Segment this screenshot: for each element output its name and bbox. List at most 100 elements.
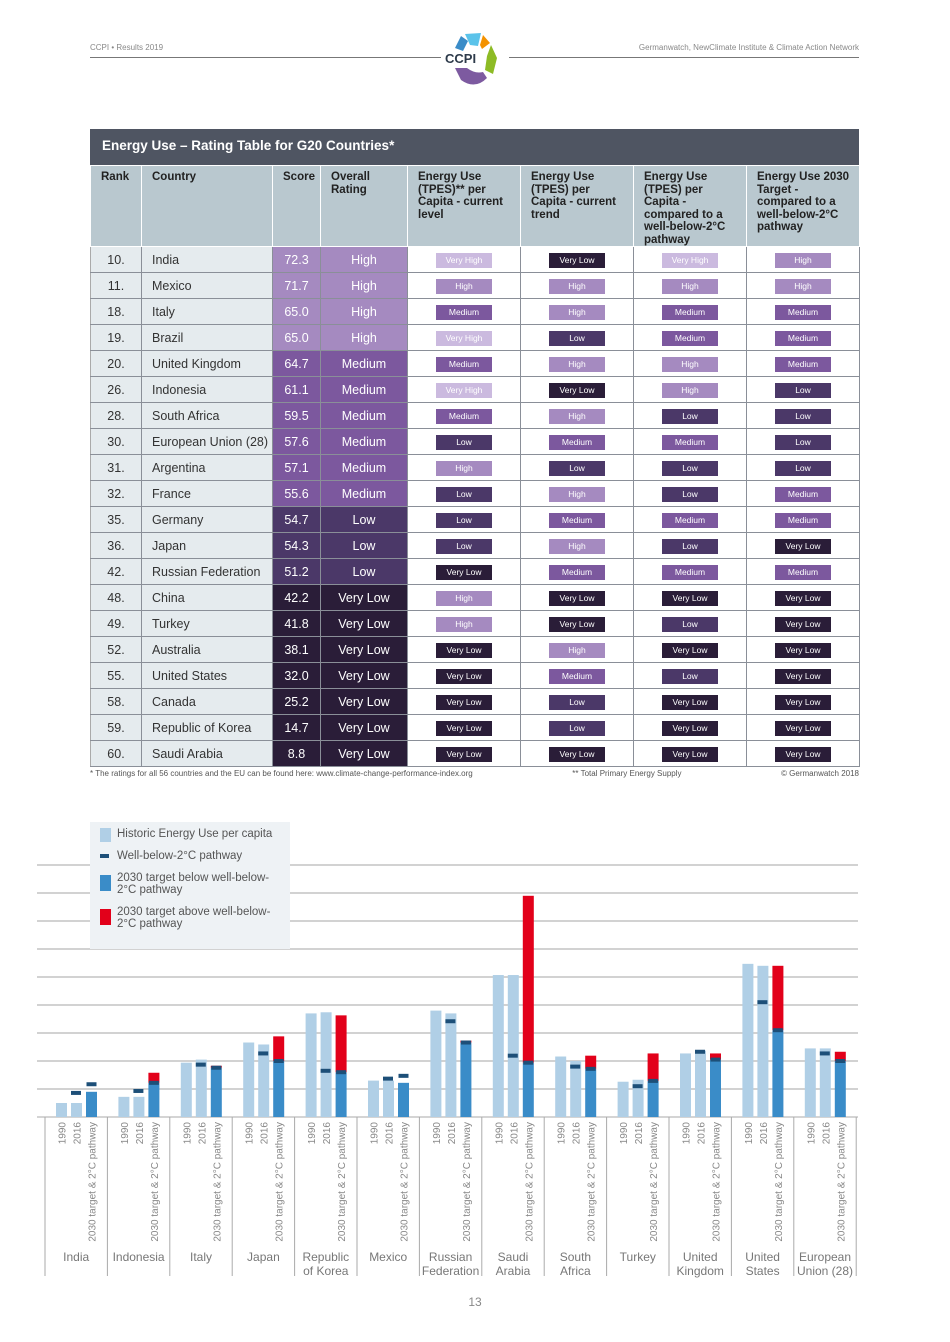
bar-1990	[492, 975, 504, 1117]
table-row: 49. Turkey 41.8 Very Low High Very Low Low Very…	[90, 610, 860, 637]
bar-2030-target-excess	[647, 1053, 659, 1081]
table-row: 59. Republic of Korea 14.7 Very Low Very Low…	[90, 714, 860, 741]
bar-1990	[555, 1056, 567, 1117]
indicator-cell: Medium	[746, 298, 860, 325]
rating-chip: Very Low	[549, 382, 605, 398]
score-cell: 65.0	[272, 298, 321, 325]
bar-label: 2016	[135, 1122, 146, 1145]
pathway-marker-2030	[211, 1065, 222, 1070]
rating-chip: High	[436, 278, 492, 294]
indicator-cell: Low	[520, 714, 634, 741]
rating-chip: Very Low	[436, 642, 492, 658]
rank-cell: 58.	[90, 688, 142, 715]
bar-2030-target-excess	[273, 1036, 285, 1061]
bar-2016	[819, 1048, 831, 1117]
footnote: * The ratings for all 56 countries and t…	[90, 769, 473, 778]
indicator-cell: Low	[407, 428, 521, 455]
rank-cell: 42.	[90, 558, 142, 585]
score-cell: 71.7	[272, 272, 321, 299]
rating-chip: Very Low	[775, 694, 831, 710]
table-row: 18. Italy 65.0 High Medium High Medium Medium	[90, 298, 860, 325]
score-cell: 54.7	[272, 506, 321, 533]
country-cell: China	[141, 584, 273, 611]
chart-legend: Historic Energy Use per capita Well-belo…	[90, 822, 290, 949]
rating-chip: High	[662, 278, 718, 294]
overall-rating-cell: High	[320, 246, 408, 273]
pathway-marker-2030	[148, 1080, 159, 1085]
bar-2030-target-excess	[335, 1015, 347, 1073]
category-label: Italy	[190, 1250, 212, 1264]
indicator-cell: Very Low	[746, 688, 860, 715]
pathway-marker-2016	[195, 1062, 206, 1067]
indicator-cell: Very Low	[746, 584, 860, 611]
rating-chip: Very Low	[662, 642, 718, 658]
column-header: Energy Use 2030 Target - compared to a w…	[746, 165, 860, 247]
bar-label: 1990	[182, 1122, 193, 1145]
column-header: Energy Use (TPES)** per Capita - current…	[407, 165, 521, 247]
rating-chip: Medium	[662, 304, 718, 320]
rating-chip: Medium	[662, 512, 718, 528]
rank-cell: 30.	[90, 428, 142, 455]
rank-cell: 48.	[90, 584, 142, 611]
score-cell: 57.6	[272, 428, 321, 455]
rank-cell: 52.	[90, 636, 142, 663]
bar-label: 1990	[557, 1122, 568, 1145]
category-label: United	[683, 1250, 718, 1264]
bar-2030-target-excess	[710, 1053, 721, 1060]
bar-2016	[383, 1080, 394, 1117]
rating-chip: Low	[436, 538, 492, 554]
table-row: 42. Russian Federation 51.2 Low Very Low Medi…	[90, 558, 860, 585]
bar-label: 2030 target & 2°C pathway	[649, 1122, 660, 1242]
indicator-cell: High	[520, 350, 634, 377]
column-header: Rank	[90, 165, 142, 247]
bar-label: 2030 target & 2°C pathway	[88, 1122, 99, 1242]
overall-rating-cell: Very Low	[320, 636, 408, 663]
score-cell: 59.5	[272, 402, 321, 429]
indicator-cell: Low	[633, 610, 747, 637]
pathway-marker-2016	[133, 1088, 144, 1093]
rank-cell: 60.	[90, 740, 142, 767]
rating-chip: Medium	[436, 356, 492, 372]
rating-chip: High	[549, 486, 605, 502]
pathway-marker-2016	[445, 1019, 456, 1024]
indicator-cell: Medium	[407, 298, 521, 325]
indicator-cell: High	[407, 272, 521, 299]
overall-rating-cell: Medium	[320, 376, 408, 403]
rank-cell: 49.	[90, 610, 142, 637]
rating-chip: Very Low	[775, 746, 831, 762]
indicator-cell: Medium	[520, 558, 634, 585]
bar-2016	[195, 1059, 207, 1117]
table-row: 10. India 72.3 High Very High Very Low Very Hi…	[90, 246, 860, 273]
bar-label: 2030 target & 2°C pathway	[212, 1122, 223, 1242]
overall-rating-cell: Medium	[320, 454, 408, 481]
score-cell: 41.8	[272, 610, 321, 637]
indicator-cell: High	[520, 402, 634, 429]
indicator-cell: High	[746, 272, 860, 299]
bar-2030-target	[460, 1042, 472, 1117]
bar-2030-target	[710, 1059, 721, 1117]
score-cell: 25.2	[272, 688, 321, 715]
bar-1990	[243, 1042, 255, 1117]
rating-chip: Low	[662, 460, 718, 476]
rating-chip: Low	[662, 668, 718, 684]
bar-2030-target-excess	[148, 1072, 160, 1083]
country-cell: United States	[141, 662, 273, 689]
pathway-marker-2030	[523, 1060, 534, 1065]
indicator-cell: Medium	[633, 324, 747, 351]
category-label: Turkey	[620, 1250, 656, 1264]
table-row: 52. Australia 38.1 Very Low Very Low High Very…	[90, 636, 860, 663]
bar-1990	[430, 1010, 442, 1117]
pathway-marker-2030	[273, 1059, 284, 1063]
overall-rating-cell: Medium	[320, 350, 408, 377]
pathway-marker-2030	[772, 1028, 783, 1033]
indicator-cell: Very Low	[633, 688, 747, 715]
indicator-cell: High	[407, 584, 521, 611]
pathway-marker-2030	[648, 1078, 659, 1083]
indicator-cell: Medium	[746, 480, 860, 507]
rating-chip: Very Low	[662, 590, 718, 606]
bar-2016	[258, 1044, 270, 1117]
bar-1990	[118, 1096, 130, 1117]
indicator-cell: High	[633, 376, 747, 403]
bar-label: 2016	[821, 1122, 832, 1145]
score-cell: 61.1	[272, 376, 321, 403]
